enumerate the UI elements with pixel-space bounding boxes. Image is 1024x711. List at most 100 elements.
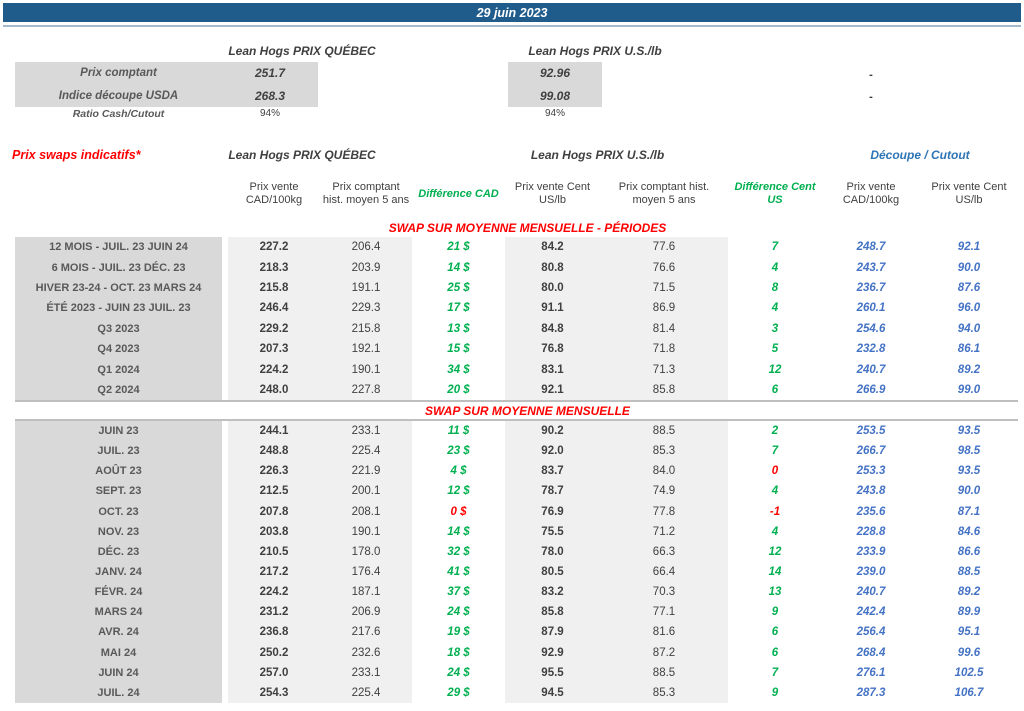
- value-cell: 92.1: [505, 379, 600, 401]
- value-cell: 235.6: [856, 505, 886, 518]
- value-cell: 66.3: [600, 541, 728, 562]
- value-cell: 12: [768, 545, 782, 558]
- summary-quebec-header: Lean Hogs PRIX QUÉBEC: [228, 44, 376, 58]
- row-label: NOV. 23: [15, 521, 228, 542]
- value-cell: 0: [771, 465, 779, 478]
- table-row: MARS 24 231.2 206.9 24 $ 85.8 77.1 9 242.4 89.9: [15, 602, 1018, 623]
- date-header-bar: 29 juin 2023: [3, 3, 1021, 22]
- value-cell: 218.3: [228, 257, 320, 278]
- value-cell: 24 $: [447, 606, 470, 619]
- value-cell: 200.1: [320, 481, 412, 502]
- value-cell: 239.0: [856, 566, 886, 579]
- value-cell: 98.5: [957, 445, 981, 458]
- value-cell: 9: [771, 686, 779, 699]
- value-cell: 17 $: [447, 302, 470, 315]
- table-row: HIVER 23-24 - OCT. 23 MARS 24 215.8 191.1 2…: [15, 277, 1018, 299]
- value-cell: 90.2: [505, 421, 600, 442]
- column-header-spacer: [15, 170, 228, 218]
- value-cell: 80.0: [505, 277, 600, 299]
- value-cell: 287.3: [856, 686, 886, 699]
- value-cell: 191.1: [320, 277, 412, 299]
- value-cell: 221.9: [320, 461, 412, 482]
- column-header: Prix vente CAD/100kg: [842, 181, 900, 206]
- row-label: ÉTÉ 2023 - JUIN 23 JUIL. 23: [15, 298, 228, 319]
- value-cell: 4: [771, 525, 779, 538]
- value-cell: 89.2: [957, 363, 981, 376]
- value-cell: 236.7: [856, 281, 886, 294]
- value-cell: 14: [768, 566, 782, 579]
- value-cell: 88.5: [957, 566, 981, 579]
- ratio-us: 94%: [544, 108, 565, 119]
- column-header-row: Prix vente CAD/100kg Prix comptant hist.…: [15, 170, 1018, 218]
- value-cell: 217.2: [228, 561, 320, 583]
- table-row: SEPT. 23 212.5 200.1 12 $ 78.7 74.9 4 243.8 90.0: [15, 481, 1018, 502]
- table-row: Q1 2024 224.2 190.1 34 $ 83.1 71.3 12 240.7 89.2: [15, 359, 1018, 380]
- summary-row-label: Indice découpe USDA: [58, 89, 179, 102]
- value-cell: 71.8: [600, 338, 728, 360]
- value-cell: 19 $: [447, 626, 470, 639]
- value-cell: 236.8: [228, 622, 320, 643]
- row-label: HIVER 23-24 - OCT. 23 MARS 24: [15, 277, 228, 299]
- value-cell: 233.1: [320, 662, 412, 683]
- value-cell: 77.6: [600, 237, 728, 258]
- value-cell: 248.0: [228, 379, 320, 401]
- swaps-us-header: Lean Hogs PRIX U.S./lb: [530, 148, 665, 162]
- swaps-title: Prix swaps indicatifs*: [12, 148, 141, 162]
- value-cell: 92.1: [957, 241, 981, 254]
- value-cell: 206.9: [320, 602, 412, 623]
- value-cell: 85.3: [600, 441, 728, 462]
- value-cell: 13 $: [447, 322, 470, 335]
- value-cell: 9: [771, 606, 779, 619]
- value-cell: 246.4: [228, 298, 320, 319]
- value-cell: 83.1: [505, 359, 600, 380]
- cutout-index-us: 99.08: [539, 88, 571, 103]
- value-cell: 21 $: [447, 241, 470, 254]
- value-cell: 80.8: [505, 257, 600, 278]
- value-cell: 208.1: [320, 501, 412, 522]
- table-row: JUIN 24 257.0 233.1 24 $ 95.5 88.5 7 276.1 102.5: [15, 662, 1018, 683]
- table-row: Q4 2023 207.3 192.1 15 $ 76.8 71.8 5 232.8 86.1: [15, 338, 1018, 360]
- value-cell: 5: [771, 343, 779, 356]
- value-cell: 99.6: [957, 646, 981, 659]
- value-cell: 95.5: [505, 662, 600, 683]
- cutout-header: Découpe / Cutout: [870, 148, 970, 162]
- value-cell: 178.0: [320, 541, 412, 562]
- value-cell: 229.2: [228, 318, 320, 339]
- summary-quebec-block: Prix comptant 251.7 Indice découpe USDA …: [15, 62, 318, 107]
- value-cell: 244.1: [228, 421, 320, 442]
- row-label: Q2 2024: [15, 379, 228, 401]
- row-label: Q1 2024: [15, 359, 228, 380]
- table-row: OCT. 23 207.8 208.1 0 $ 76.9 77.8 -1 235.6 87.1: [15, 501, 1018, 522]
- value-cell: 85.8: [505, 602, 600, 623]
- value-cell: 15 $: [447, 343, 470, 356]
- table-row: DÉC. 23 210.5 178.0 32 $ 78.0 66.3 12 233.9 86.6: [15, 541, 1018, 562]
- value-cell: 266.7: [856, 445, 886, 458]
- table-row: FÉVR. 24 224.2 187.1 37 $ 83.2 70.3 13 240.7 89.…: [15, 582, 1018, 603]
- period-swap-table: 12 MOIS - JUIL. 23 JUIN 24 227.2 206.4 21 $…: [15, 237, 1018, 401]
- spot-price-us: 92.96: [539, 66, 571, 81]
- value-cell: 85.8: [600, 379, 728, 401]
- value-cell: 88.5: [600, 662, 728, 683]
- value-cell: 2: [771, 425, 779, 438]
- value-cell: 81.4: [600, 318, 728, 339]
- value-cell: 224.2: [228, 582, 320, 603]
- section-divider: [15, 400, 1018, 402]
- value-cell: 13: [768, 586, 782, 599]
- value-cell: 250.2: [228, 642, 320, 663]
- value-cell: 84.6: [957, 525, 981, 538]
- value-cell: 224.2: [228, 359, 320, 380]
- row-label: AOÛT 23: [15, 461, 228, 482]
- value-cell: 187.1: [320, 582, 412, 603]
- value-cell: 75.5: [505, 521, 600, 542]
- summary-us-header: Lean Hogs PRIX U.S./lb: [528, 44, 662, 58]
- value-cell: 12 $: [447, 485, 470, 498]
- section-title-monthly: SWAP SUR MOYENNE MENSUELLE: [425, 404, 630, 418]
- value-cell: 81.6: [600, 622, 728, 643]
- row-label: 6 MOIS - JUIL. 23 DÉC. 23: [15, 257, 228, 278]
- value-cell: 232.8: [856, 343, 886, 356]
- value-cell: 225.4: [320, 441, 412, 462]
- value-cell: 228.8: [856, 525, 886, 538]
- value-cell: 11 $: [447, 425, 470, 438]
- column-header: Prix vente Cent US/lb: [514, 181, 591, 206]
